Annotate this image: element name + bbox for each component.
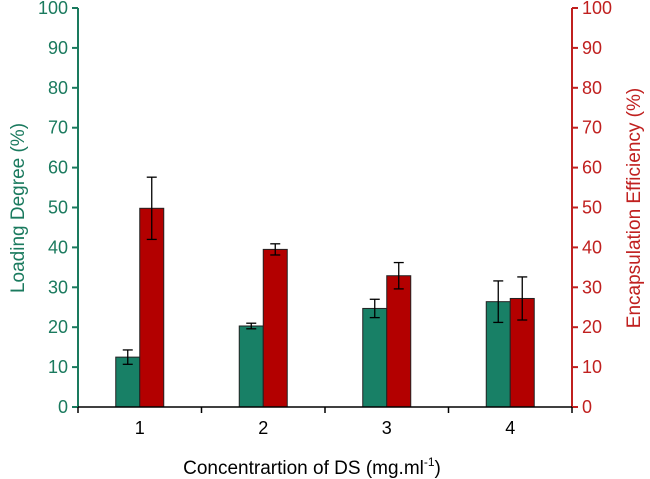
x-tick-label-4: 4 [505,418,515,438]
left-tick-label: 20 [48,317,68,337]
error-bar-loading-3 [369,298,380,319]
x-axis-title-main: Concentrartion of DS (mg.ml [183,458,424,479]
right-tick-label: 70 [582,118,602,138]
right-tick-label: 10 [582,357,602,377]
error-bar-efficiency-4 [517,276,528,321]
left-tick-label: 60 [48,158,68,178]
right-tick-label: 20 [582,317,602,337]
right-tick-label: 80 [582,78,602,98]
right-tick-label: 90 [582,38,602,58]
error-bar-loading-4 [493,280,504,324]
labels-layer: 0 10 20 30 40 50 60 70 80 90 100 0 10 20 30 40 50 60 70 80 9… [38,0,612,438]
x-tick-label-1: 1 [135,418,145,438]
right-tick-label: 60 [582,158,602,178]
left-tick-label: 80 [48,78,68,98]
left-axis-title: Loading Degree (%) [8,123,29,293]
bars-layer [115,176,535,408]
left-tick-label: 50 [48,198,68,218]
error-bar-efficiency-1 [146,176,157,241]
x-tick-label-3: 3 [382,418,392,438]
x-axis-title: Concentrartion of DS (mg.ml-1) [183,455,441,479]
error-bar-loading-1 [122,349,133,365]
bar-loading-2 [238,325,264,408]
bar-loading-1 [115,356,141,408]
x-axis-title-superscript: -1 [424,455,435,469]
error-bar-efficiency-3 [393,261,404,290]
left-tick-label: 70 [48,118,68,138]
right-tick-label: 30 [582,277,602,297]
right-tick-label: 50 [582,198,602,218]
left-tick-label: 90 [48,38,68,58]
left-tick-label: 30 [48,277,68,297]
bar-efficiency-3 [386,275,412,408]
right-tick-label: 40 [582,237,602,257]
right-tick-label: 100 [582,0,612,18]
right-axis-title: Encapsulation Efficiency (%) [624,88,645,328]
x-axis-title-suffix: ) [435,458,441,479]
bar-efficiency-2 [262,248,288,408]
bar-loading-3 [362,307,388,408]
axes-layer [72,7,578,413]
right-tick-label: 0 [582,397,592,417]
left-tick-label: 40 [48,237,68,257]
left-tick-label: 0 [58,397,68,417]
x-tick-label-2: 2 [258,418,268,438]
error-bar-loading-2 [246,322,257,330]
left-tick-label: 100 [38,0,68,18]
left-tick-label: 10 [48,357,68,377]
error-bar-efficiency-2 [270,243,281,256]
